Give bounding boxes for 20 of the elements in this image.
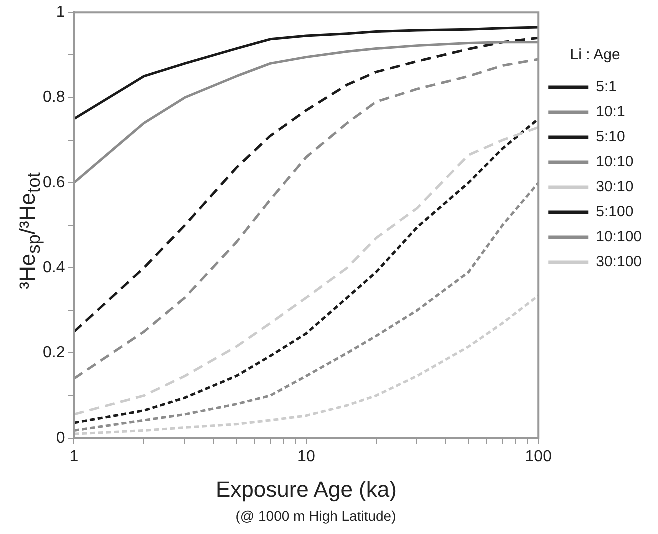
y-tick-label: 1: [56, 4, 66, 22]
legend-title: Li : Age: [570, 46, 620, 64]
x-tick-label: 100: [525, 448, 552, 466]
legend-label: 10:10: [596, 154, 634, 171]
y-tick-label: 0.6: [42, 174, 66, 192]
legend-label: 10:100: [596, 228, 642, 246]
y-tick-label: 0.2: [42, 344, 66, 362]
legend-label: 30:10: [596, 178, 634, 196]
text: (@ 1000 m High Latitude): [236, 508, 396, 524]
y-tick-label: 0.8: [42, 89, 66, 106]
legend-label: 30:100: [596, 254, 642, 271]
x-axis-title: Exposure Age (ka): [216, 476, 397, 502]
legend-label: 5:1: [596, 78, 617, 96]
legend-label: 5:100: [596, 204, 634, 221]
x-tick-label: 10: [298, 448, 316, 466]
x-tick-label: 1: [70, 448, 79, 466]
y-tick-label: 0.4: [42, 259, 66, 276]
legend-label: 10:1: [596, 104, 626, 121]
legend-label: 5:10: [596, 128, 626, 146]
y-tick-label: 0: [56, 430, 66, 447]
